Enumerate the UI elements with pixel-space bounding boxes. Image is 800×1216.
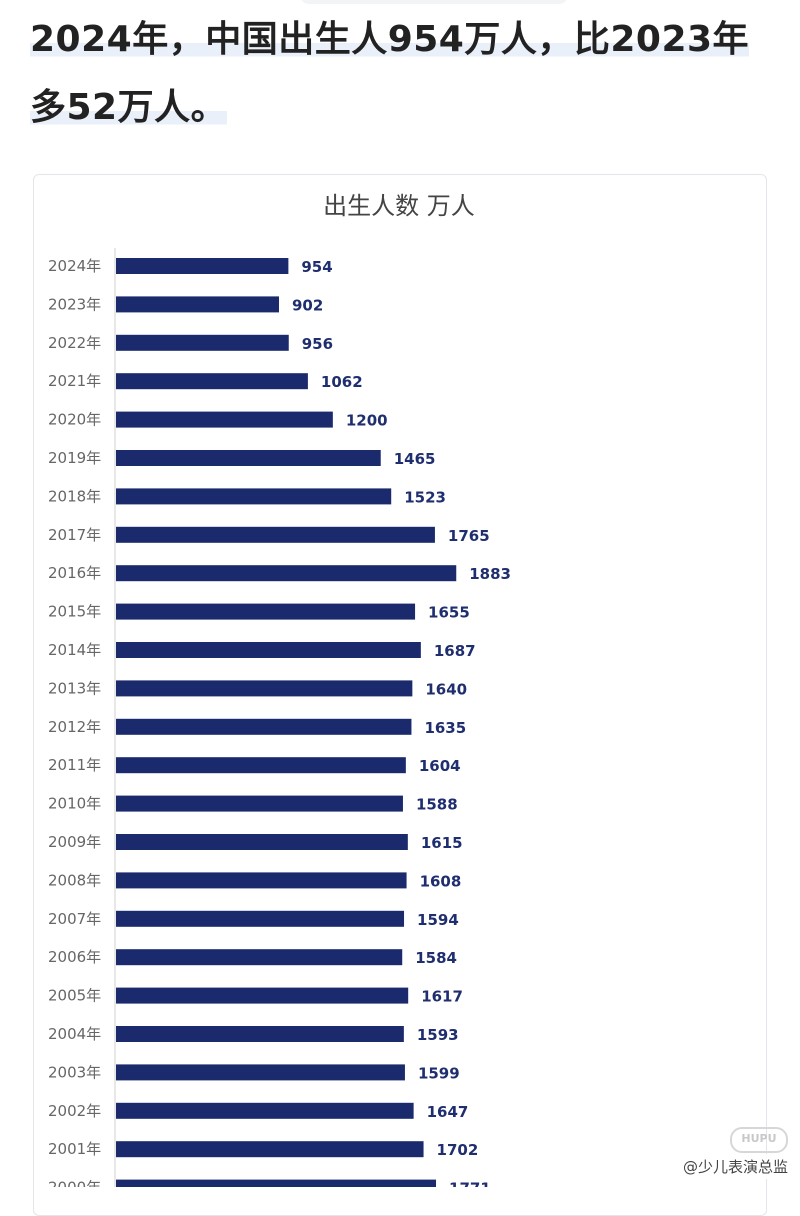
bar <box>116 680 413 697</box>
category-label: 2016年 <box>48 564 101 582</box>
value-label: 954 <box>301 258 332 276</box>
bar <box>116 987 409 1004</box>
category-label: 2022年 <box>48 334 101 352</box>
category-label: 2012年 <box>48 718 101 736</box>
category-label: 2000年 <box>48 1179 101 1187</box>
value-label: 1615 <box>421 834 463 852</box>
category-label: 2019年 <box>48 449 101 467</box>
bar <box>116 1141 424 1158</box>
bar <box>116 373 308 390</box>
birth-chart: 2024年 954 2023年 902 2022年 956 2021年 1062 2020年 12… <box>48 248 511 1187</box>
bar <box>116 411 333 428</box>
value-label: 1635 <box>424 719 466 737</box>
category-label: 2004年 <box>48 1025 101 1043</box>
bar <box>116 258 289 274</box>
chart-title: 出生人数 万人 <box>323 192 475 220</box>
value-label: 1640 <box>425 680 467 698</box>
value-label: 1617 <box>421 988 463 1006</box>
value-label: 1465 <box>394 450 436 468</box>
value-label: 1702 <box>437 1141 479 1159</box>
category-label: 2020年 <box>48 411 101 429</box>
category-label: 2023年 <box>48 295 101 313</box>
value-label: 1062 <box>321 373 363 391</box>
category-label: 2011年 <box>48 756 101 774</box>
bar <box>116 526 435 543</box>
bar <box>116 718 412 735</box>
category-label: 2003年 <box>48 1063 101 1081</box>
category-label: 2014年 <box>48 641 101 659</box>
bar <box>116 1179 437 1187</box>
value-label: 1771 <box>449 1180 491 1187</box>
value-label: 1599 <box>418 1064 460 1082</box>
watermark: @少儿表演总监 <box>678 1154 792 1179</box>
value-label: 1687 <box>434 642 476 660</box>
bar <box>116 949 403 966</box>
hupu-logo-watermark: HUPU <box>730 1127 788 1153</box>
category-label: 2005年 <box>48 987 101 1005</box>
value-label: 1604 <box>419 757 461 775</box>
bar <box>116 1102 414 1119</box>
headline: 2024年，中国出生人954万人，比2023年多52万人。 <box>30 6 775 142</box>
value-label: 1608 <box>420 872 462 890</box>
bar <box>116 872 407 889</box>
category-label: 2013年 <box>48 679 101 697</box>
category-label: 2007年 <box>48 910 101 928</box>
value-label: 1655 <box>428 604 470 622</box>
bar <box>116 834 408 850</box>
bar <box>116 757 406 774</box>
value-label: 1593 <box>417 1026 459 1044</box>
bar <box>116 910 405 927</box>
bar <box>116 1026 404 1042</box>
bar <box>116 1064 405 1081</box>
value-label: 1200 <box>346 412 388 430</box>
value-label: 956 <box>302 335 333 353</box>
value-label: 1765 <box>448 527 490 545</box>
value-label: 1584 <box>415 949 457 967</box>
value-label: 1883 <box>469 565 511 583</box>
category-label: 2001年 <box>48 1140 101 1158</box>
bar <box>116 334 289 351</box>
category-label: 2021年 <box>48 372 101 390</box>
value-label: 1523 <box>404 488 446 506</box>
bar <box>116 488 392 505</box>
category-label: 2015年 <box>48 603 101 621</box>
value-label: 1647 <box>427 1103 469 1121</box>
category-label: 2017年 <box>48 526 101 544</box>
value-label: 1588 <box>416 796 458 814</box>
top-bar-remnant <box>300 0 568 4</box>
bar <box>116 565 457 582</box>
value-label: 902 <box>292 296 323 314</box>
bar <box>116 642 421 658</box>
value-label: 1594 <box>417 911 459 929</box>
bar <box>116 795 403 812</box>
category-label: 2018年 <box>48 487 101 505</box>
category-label: 2002年 <box>48 1102 101 1120</box>
category-label: 2009年 <box>48 833 101 851</box>
category-label: 2006年 <box>48 948 101 966</box>
bar <box>116 450 381 466</box>
bar <box>116 603 416 620</box>
category-label: 2010年 <box>48 795 101 813</box>
bar <box>116 296 279 313</box>
category-label: 2024年 <box>48 257 101 275</box>
category-label: 2008年 <box>48 871 101 889</box>
